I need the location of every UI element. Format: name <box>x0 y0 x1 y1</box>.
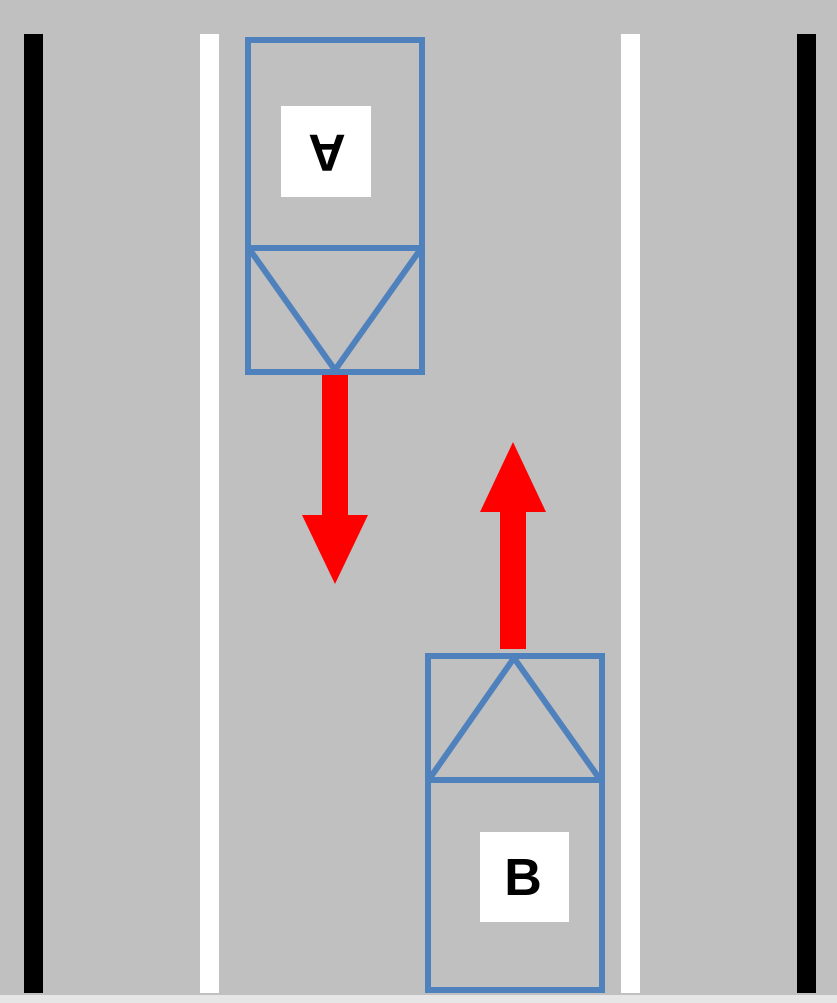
vehicle-b-label: B <box>504 849 542 907</box>
vehicle-b-arrow-shaft <box>500 510 526 649</box>
vehicle-b-front-wedge <box>427 652 602 780</box>
vehicle-a-arrow-head <box>302 515 368 584</box>
vehicle-b-label-box <box>480 832 569 922</box>
right-road-edge-line <box>797 34 816 993</box>
vehicle-a-direction-arrow <box>302 375 368 584</box>
left-road-edge-line <box>24 34 43 993</box>
vehicle-a-front-wedge <box>247 248 423 376</box>
vehicle-a-arrow-shaft <box>322 375 348 517</box>
right-lane-line <box>621 34 640 993</box>
vehicle-a: A <box>245 37 425 376</box>
left-lane-line <box>200 34 219 993</box>
vehicle-a-label: A <box>308 123 346 181</box>
vehicle-b: B <box>425 652 605 993</box>
vehicle-a-label-box <box>281 106 371 197</box>
vehicle-b-arrow-head <box>480 442 546 512</box>
vehicle-b-direction-arrow <box>480 442 546 649</box>
